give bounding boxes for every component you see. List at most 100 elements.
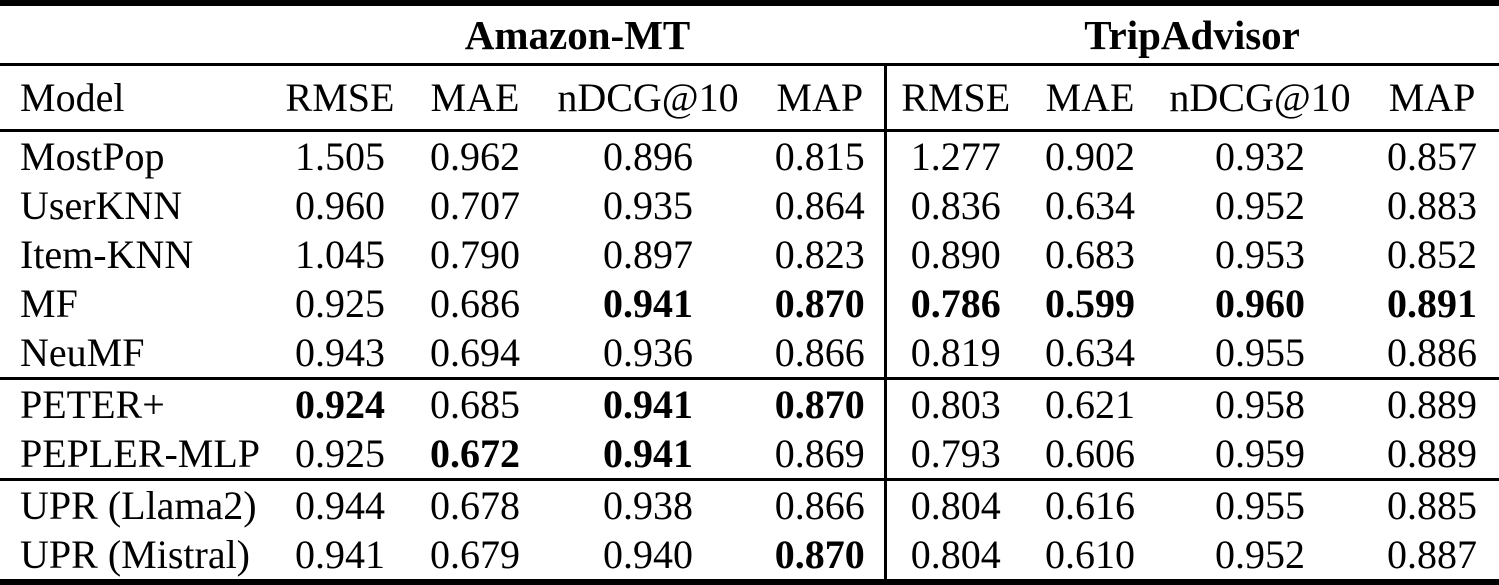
cell-value: 0.857 xyxy=(1387,134,1478,179)
col-header-rmse-tripadvisor: RMSE xyxy=(883,64,1026,132)
corner-cell xyxy=(0,3,270,66)
table-row-upr-mistral: UPR (Mistral) 0.941 0.679 0.940 0.870 0.… xyxy=(0,530,1499,582)
model-name: PEPLER-MLP xyxy=(0,429,270,481)
cell-value: 0.634 xyxy=(1045,183,1136,228)
cell-value: 0.936 xyxy=(540,328,756,380)
cell-value: 0.683 xyxy=(1045,232,1136,277)
cell-value: 0.941 xyxy=(603,382,693,427)
cell-value: 0.891 xyxy=(1387,281,1478,326)
cell-value: 1.505 xyxy=(295,134,385,179)
cell-value: 0.864 xyxy=(774,183,865,228)
cell-value: 0.897 xyxy=(603,232,693,277)
cell-value: 0.606 xyxy=(1025,429,1156,481)
cell-value: 0.870 xyxy=(774,281,865,326)
model-name: UPR (Mistral) xyxy=(20,532,250,577)
model-name: UPR (Llama2) xyxy=(20,483,257,528)
table-row-neumf: NeuMF 0.943 0.694 0.936 0.866 0.819 0.63… xyxy=(0,328,1499,380)
column-header-row: Model RMSE MAE nDCG@10 MAP RMSE MAE nDCG… xyxy=(0,64,1499,132)
cell-value: 0.790 xyxy=(430,232,520,277)
cell-value: 0.887 xyxy=(1387,532,1478,577)
cell-value: 0.962 xyxy=(430,134,520,179)
dataset-header-tripadvisor: TripAdvisor xyxy=(885,3,1499,66)
cell-value: 0.955 xyxy=(1215,483,1306,528)
cell-value: 0.889 xyxy=(1387,382,1478,427)
cell-value: 0.955 xyxy=(1155,328,1366,380)
cell-value: 1.045 xyxy=(295,232,385,277)
cell-value: 0.804 xyxy=(883,479,1026,530)
dataset-header-row: Amazon-MT TripAdvisor xyxy=(0,3,1499,66)
cell-value: 0.935 xyxy=(603,183,693,228)
cell-value: 0.599 xyxy=(1045,281,1136,326)
col-header-mae-amazon: MAE xyxy=(410,64,540,132)
cell-value: 0.621 xyxy=(1045,382,1136,427)
table-row-userknn: UserKNN 0.960 0.707 0.935 0.864 0.836 0.… xyxy=(0,181,1499,230)
cell-value: 0.634 xyxy=(1025,328,1156,380)
cell-value: 0.953 xyxy=(1215,232,1306,277)
cell-value: 0.793 xyxy=(883,429,1026,481)
cell-value: 0.866 xyxy=(756,328,886,380)
model-name: MF xyxy=(20,281,78,326)
dataset-header-amazon-mt: Amazon-MT xyxy=(270,3,886,66)
model-name: NeuMF xyxy=(0,328,270,380)
cell-value: 0.685 xyxy=(430,382,520,427)
cell-value: 0.902 xyxy=(1045,134,1136,179)
model-name: Item-KNN xyxy=(20,232,194,277)
cell-value: 0.883 xyxy=(1387,183,1478,228)
col-header-ndcg10-tripadvisor: nDCG@10 xyxy=(1155,64,1366,132)
cell-value: 0.960 xyxy=(295,183,385,228)
table-row-pepler-mlp: PEPLER-MLP 0.925 0.672 0.941 0.869 0.793… xyxy=(0,429,1499,481)
cell-value: 0.678 xyxy=(430,483,520,528)
cell-value: 0.803 xyxy=(883,378,1026,429)
cell-value: 0.941 xyxy=(603,281,693,326)
cell-value: 0.890 xyxy=(883,230,1026,279)
cell-value: 0.940 xyxy=(603,532,693,577)
table-row-upr-llama2: UPR (Llama2) 0.944 0.678 0.938 0.866 0.8… xyxy=(0,479,1499,530)
cell-value: 1.277 xyxy=(883,130,1026,181)
cell-value: 0.815 xyxy=(774,134,865,179)
cell-value: 0.686 xyxy=(430,281,520,326)
cell-value: 0.885 xyxy=(1387,483,1478,528)
cell-value: 0.694 xyxy=(410,328,540,380)
cell-value: 0.804 xyxy=(883,530,1026,582)
cell-value: 0.925 xyxy=(295,281,385,326)
col-header-rmse-amazon: RMSE xyxy=(270,64,410,132)
col-header-map-tripadvisor: MAP xyxy=(1365,64,1499,132)
col-header-mae-tripadvisor: MAE xyxy=(1025,64,1156,132)
table-row-item-knn: Item-KNN 1.045 0.790 0.897 0.823 0.890 0… xyxy=(0,230,1499,279)
model-name: UserKNN xyxy=(20,183,183,228)
cell-value: 0.960 xyxy=(1215,281,1306,326)
cell-value: 0.869 xyxy=(756,429,886,481)
col-header-model: Model xyxy=(0,64,270,132)
cell-value: 0.836 xyxy=(883,181,1026,230)
cell-value: 0.819 xyxy=(883,328,1026,380)
model-name: PETER+ xyxy=(20,382,165,427)
cell-value: 0.672 xyxy=(410,429,540,481)
cell-value: 0.823 xyxy=(774,232,865,277)
cell-value: 0.786 xyxy=(883,279,1026,328)
cell-value: 0.952 xyxy=(1215,532,1306,577)
cell-value: 0.679 xyxy=(430,532,520,577)
table-row-peter-plus: PETER+ 0.924 0.685 0.941 0.870 0.803 0.6… xyxy=(0,378,1499,429)
cell-value: 0.941 xyxy=(295,532,385,577)
col-header-ndcg10-amazon: nDCG@10 xyxy=(540,64,756,132)
cell-value: 0.610 xyxy=(1045,532,1136,577)
cell-value: 0.870 xyxy=(774,382,865,427)
cell-value: 0.938 xyxy=(603,483,693,528)
cell-value: 0.959 xyxy=(1155,429,1366,481)
table-row-mostpop: MostPop 1.505 0.962 0.896 0.815 1.277 0.… xyxy=(0,130,1499,181)
cell-value: 0.616 xyxy=(1045,483,1136,528)
cell-value: 0.924 xyxy=(295,382,385,427)
cell-value: 0.952 xyxy=(1215,183,1306,228)
cell-value: 0.925 xyxy=(270,429,410,481)
cell-value: 0.943 xyxy=(270,328,410,380)
cell-value: 0.707 xyxy=(430,183,520,228)
cell-value: 0.958 xyxy=(1215,382,1306,427)
cell-value: 0.852 xyxy=(1387,232,1478,277)
cell-value: 0.941 xyxy=(540,429,756,481)
cell-value: 0.889 xyxy=(1365,429,1499,481)
table-row-mf: MF 0.925 0.686 0.941 0.870 0.786 0.599 0… xyxy=(0,279,1499,328)
cell-value: 0.944 xyxy=(295,483,385,528)
cell-value: 0.866 xyxy=(774,483,865,528)
